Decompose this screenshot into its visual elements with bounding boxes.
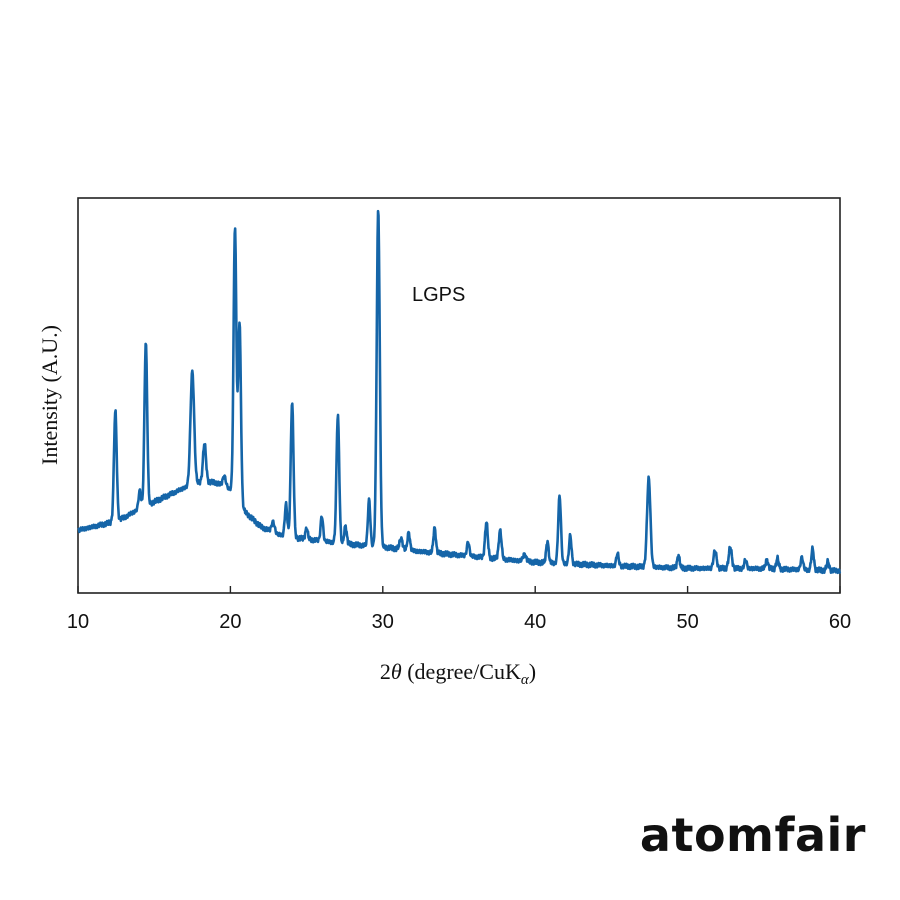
x-tick-label-0: 10 [67,611,89,633]
brand-logo: atomfair [639,808,866,862]
x-tick-label-5: 60 [829,611,851,633]
xrd-pattern-line [77,209,842,575]
y-axis-title: Intensity (A.U.) [37,325,62,465]
x-axis-ticks: 10 20 30 40 50 60 [67,586,851,633]
x-tick-label-1: 20 [219,611,241,633]
x-axis-title: 2θ (degree/CuKα) [380,659,536,688]
x-axis-title-theta: θ [391,659,402,684]
plot-frame [77,197,841,594]
x-axis-title-subscript: α [521,672,530,688]
peak-annotation-label: LGPS [412,284,465,306]
x-tick-label-4: 50 [676,611,698,633]
x-axis-title-prefix: 2 [380,659,391,684]
x-axis-title-unit: (degree/CuK [402,659,521,684]
x-tick-label-2: 30 [372,611,394,633]
x-axis-title-close: ) [529,659,536,684]
x-tick-label-3: 40 [524,611,546,633]
